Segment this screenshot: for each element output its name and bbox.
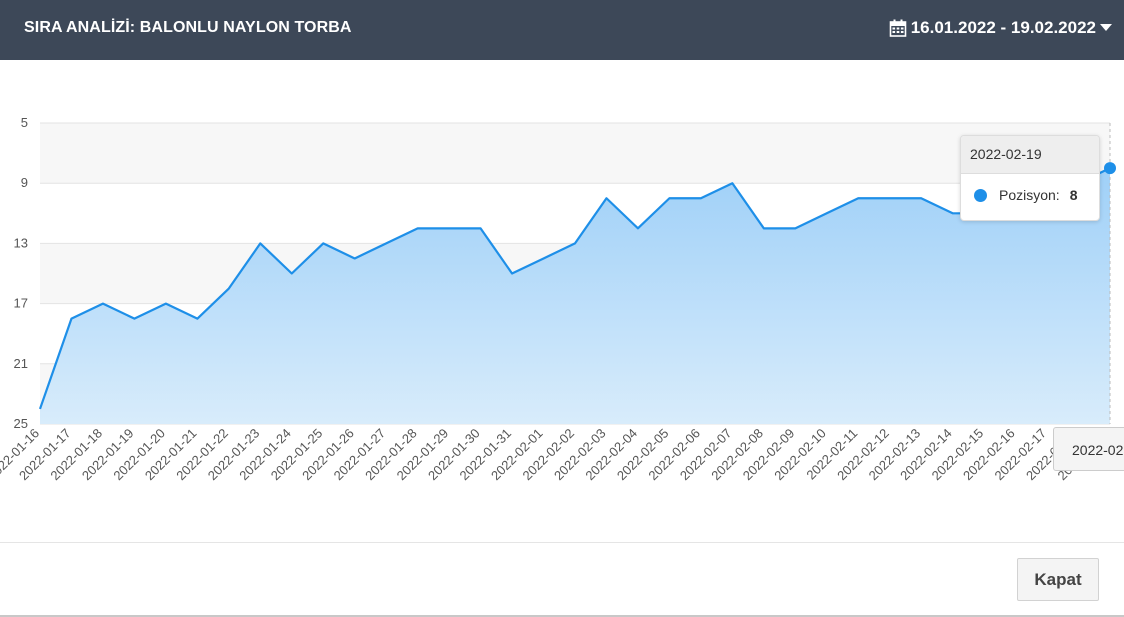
series-line (38, 167, 1111, 410)
date-range-picker[interactable]: 16.01.2022 - 19.02.2022 (889, 18, 1112, 38)
series-marker-icon (974, 188, 987, 202)
series-area (40, 168, 1110, 424)
modal-header: SIRA ANALİZİ: BALONLU NAYLON TORBA 16.01… (0, 0, 1124, 60)
position-area-chart: 59131721252022-01-162022-01-172022-01-18… (0, 115, 1116, 483)
caret-down-icon (1100, 24, 1112, 32)
tooltip-value: 8 (1069, 187, 1078, 203)
y-tick-label: 17 (14, 296, 28, 311)
footer-divider (0, 542, 1124, 543)
y-tick-label: 25 (14, 416, 28, 431)
x-axis-crosshair-label: 2022-02-19 (1053, 427, 1124, 471)
modal-bottom-border (0, 615, 1124, 617)
modal-title: SIRA ANALİZİ: BALONLU NAYLON TORBA (24, 19, 352, 36)
y-tick-label: 9 (21, 175, 28, 190)
plot-band (40, 123, 1110, 184)
tooltip-series-label: Pozisyon: (999, 187, 1060, 203)
y-tick-label: 5 (21, 115, 28, 130)
tooltip-date: 2022-02-19 (961, 136, 1099, 174)
chart-tooltip: 2022-02-19 Pozisyon: 8 (960, 135, 1100, 221)
close-button[interactable]: Kapat (1017, 558, 1099, 601)
tooltip-body: Pozisyon: 8 (961, 174, 1099, 203)
y-tick-label: 13 (14, 235, 28, 250)
y-tick-label: 21 (14, 356, 28, 371)
calendar-icon (889, 19, 907, 37)
date-range-label: 16.01.2022 - 19.02.2022 (910, 18, 1096, 37)
hover-point (1104, 162, 1116, 175)
